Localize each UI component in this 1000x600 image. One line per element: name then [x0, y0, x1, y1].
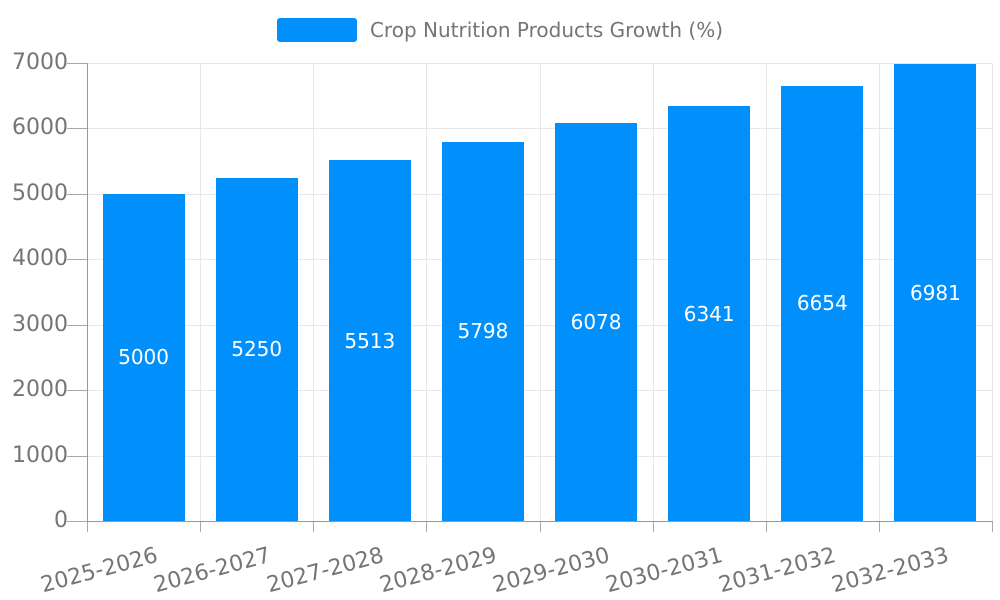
x-axis-tick	[878, 522, 880, 532]
x-axis-line	[87, 521, 993, 522]
legend-item[interactable]: Crop Nutrition Products Growth (%)	[0, 18, 1000, 42]
y-axis-tick	[67, 193, 87, 195]
y-tick-label: 4000	[12, 246, 68, 272]
bar-value-label: 6654	[796, 291, 848, 316]
y-tick-label: 1000	[12, 442, 68, 468]
y-axis-tick	[67, 324, 87, 326]
y-tick-label: 0	[54, 508, 68, 533]
y-axis-tick	[67, 259, 87, 261]
y-axis-line	[87, 63, 88, 522]
bar[interactable]	[215, 177, 298, 521]
bar-value-label: 5513	[344, 328, 396, 353]
x-axis-tick	[765, 522, 767, 532]
bar-value-label: 5000	[118, 345, 170, 370]
bar[interactable]	[555, 123, 638, 521]
y-tick-label: 2000	[12, 377, 68, 403]
v-gridline	[200, 63, 202, 521]
y-axis-tick	[67, 390, 87, 392]
x-axis-tick	[87, 522, 88, 532]
v-gridline	[426, 63, 428, 521]
bar[interactable]	[328, 160, 411, 521]
y-axis-tick	[67, 521, 87, 522]
x-axis-tick	[652, 522, 654, 532]
bar[interactable]	[441, 141, 524, 521]
y-tick-label: 6000	[12, 115, 68, 141]
bar-value-label: 6341	[683, 301, 735, 326]
bar[interactable]	[102, 193, 185, 521]
legend-swatch	[276, 18, 357, 42]
bar-value-label: 5798	[457, 319, 509, 344]
y-axis-tick	[67, 455, 87, 457]
bar-value-label: 5250	[231, 337, 283, 362]
v-gridline	[652, 63, 654, 521]
x-axis-tick	[313, 522, 315, 532]
x-axis-tick	[426, 522, 428, 532]
v-gridline	[765, 63, 767, 521]
v-gridline	[992, 63, 993, 521]
bar[interactable]	[781, 85, 864, 521]
legend-label: Crop Nutrition Products Growth (%)	[369, 18, 724, 42]
y-axis-tick	[67, 128, 87, 130]
bar-value-label: 6078	[570, 310, 622, 335]
x-axis-tick	[200, 522, 202, 532]
x-axis-tick	[992, 522, 993, 532]
bar[interactable]	[668, 106, 751, 521]
bar-value-label: 6981	[909, 280, 961, 305]
y-tick-label: 3000	[12, 311, 68, 337]
v-gridline	[878, 63, 880, 521]
y-axis-tick	[67, 63, 87, 64]
y-tick-label: 5000	[12, 180, 68, 206]
v-gridline	[539, 63, 541, 521]
x-axis-tick	[539, 522, 541, 532]
v-gridline	[313, 63, 315, 521]
y-tick-label: 7000	[12, 50, 68, 75]
bar[interactable]	[894, 64, 977, 521]
